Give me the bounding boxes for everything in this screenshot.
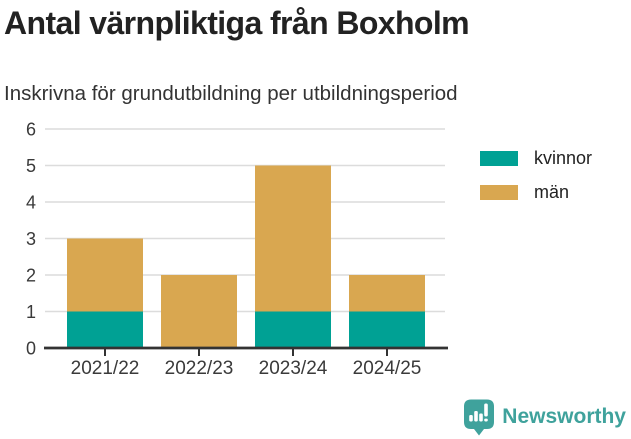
kvinnor-swatch-icon bbox=[480, 151, 518, 166]
legend-label-man: män bbox=[534, 182, 570, 202]
logo-bubble-shape bbox=[464, 399, 495, 436]
brand-name: Newsworthy bbox=[502, 405, 626, 428]
legend-item-man: män bbox=[480, 182, 592, 203]
svg-text:2: 2 bbox=[26, 266, 36, 286]
man-swatch-icon bbox=[480, 185, 518, 200]
svg-text:2022/23: 2022/23 bbox=[165, 358, 234, 379]
chart-title: Antal värnpliktiga från Boxholm bbox=[4, 5, 470, 41]
newsworthy-logo-icon bbox=[464, 399, 495, 436]
svg-text:5: 5 bbox=[26, 156, 36, 176]
svg-text:2021/22: 2021/22 bbox=[71, 358, 140, 379]
svg-text:6: 6 bbox=[26, 120, 36, 140]
svg-text:4: 4 bbox=[26, 193, 36, 213]
svg-text:3: 3 bbox=[26, 229, 36, 249]
svg-text:2023/24: 2023/24 bbox=[259, 358, 328, 379]
stacked-bar-chart: 0 1 2 3 4 5 6 2021/22 2022/23 2023/24 2024/25 bbox=[26, 120, 448, 379]
svg-text:2024/25: 2024/25 bbox=[353, 358, 422, 379]
legend-item-kvinnor: kvinnor bbox=[480, 148, 592, 169]
chart-legend: kvinnor män bbox=[480, 148, 592, 216]
svg-text:1: 1 bbox=[26, 302, 36, 322]
legend-label-kvinnor: kvinnor bbox=[534, 148, 593, 168]
svg-text:0: 0 bbox=[26, 339, 36, 359]
chart-subtitle: Inskrivna för grundutbildning per utbild… bbox=[4, 82, 458, 105]
brand-footer: Newsworthy bbox=[463, 398, 626, 436]
